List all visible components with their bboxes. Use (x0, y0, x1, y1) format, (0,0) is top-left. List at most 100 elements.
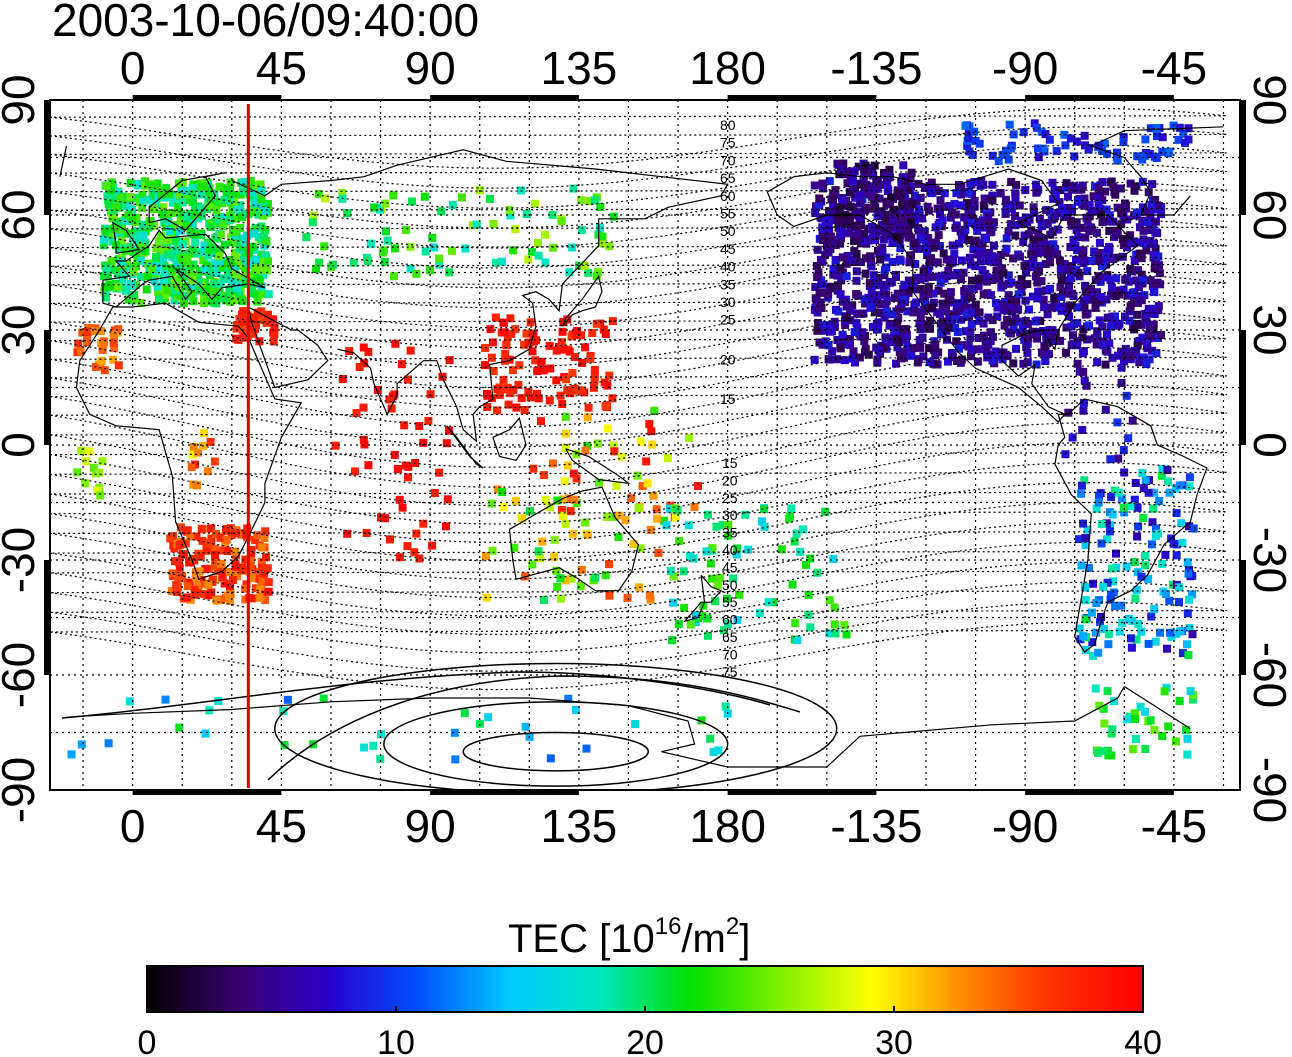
tec-cell (721, 702, 730, 711)
tec-cell (1087, 284, 1095, 293)
tec-cell (181, 526, 190, 535)
bottom-tick-label: 90 (405, 800, 456, 852)
tec-cell (902, 330, 911, 339)
coastlines (59, 126, 1224, 768)
tec-cell (1021, 317, 1030, 326)
tec-cell (213, 215, 222, 224)
tec-cell (898, 173, 907, 182)
tec-cell (893, 233, 902, 242)
tec-cell (854, 233, 863, 242)
tec-cell (130, 295, 139, 304)
tec-cell (1051, 245, 1060, 254)
tec-cell (387, 404, 396, 413)
tec-cell (338, 375, 347, 384)
tec-cell (942, 335, 951, 344)
tec-cell (1101, 360, 1110, 369)
tec-cell (1011, 314, 1020, 323)
tec-cell (67, 750, 76, 759)
tec-cell (537, 357, 546, 366)
tec-cell (777, 545, 786, 554)
tec-cell (897, 299, 906, 308)
tec-cell (1053, 250, 1062, 259)
tec-cell (652, 505, 661, 514)
tec-cell (129, 234, 138, 243)
tec-cell (1104, 630, 1113, 639)
tec-cell (924, 267, 933, 276)
tec-cell (1133, 208, 1141, 217)
tec-cell (249, 204, 258, 213)
tec-cell (390, 450, 399, 459)
tec-cell (969, 245, 978, 254)
tec-cell (84, 323, 93, 332)
tec-cell (488, 546, 497, 555)
tec-cell (215, 182, 224, 191)
tec-cell (242, 530, 251, 539)
tec-cell (916, 343, 925, 352)
tec-cell (1158, 147, 1167, 156)
tec-cell (1046, 258, 1054, 267)
tec-cell (711, 597, 720, 606)
tec-cell (1043, 310, 1052, 319)
tec-cell (996, 189, 1005, 198)
tec-cell (965, 253, 974, 262)
tec-cell (1131, 479, 1140, 487)
tec-cell (1113, 203, 1122, 212)
tec-cell (564, 461, 572, 470)
tec-cell (873, 225, 882, 234)
tec-cell (506, 211, 515, 220)
tec-cell (873, 184, 882, 193)
tec-cell (1019, 128, 1028, 137)
tec-cell (986, 291, 995, 300)
tec-cell (1147, 612, 1156, 621)
tec-cell (1072, 218, 1081, 227)
tec-cell (1094, 184, 1103, 193)
tec-cell (188, 183, 197, 192)
tec-cell (251, 255, 260, 264)
tec-cell (973, 357, 982, 366)
tec-cell (999, 306, 1008, 315)
tec-cell (1132, 635, 1141, 644)
tec-cell (850, 328, 859, 336)
tec-cell (1128, 617, 1137, 625)
tec-cell (1114, 351, 1123, 360)
tec-cell (1078, 250, 1087, 259)
tec-cell (1091, 276, 1100, 285)
tec-cell (1114, 321, 1123, 330)
tec-cell (524, 387, 533, 396)
contour-label: 30 (722, 507, 738, 523)
tec-cell (915, 210, 924, 219)
tec-cell (916, 314, 925, 323)
tec-cell (811, 283, 820, 291)
tec-cell (188, 198, 197, 207)
tec-cell (1155, 269, 1164, 278)
tec-cell (370, 203, 379, 212)
tec-cell (1025, 305, 1033, 314)
tec-cell (390, 272, 398, 281)
tec-cell (1122, 562, 1131, 571)
tec-cell (565, 347, 574, 356)
tec-cell (993, 350, 1002, 359)
tec-cell (733, 616, 742, 624)
tec-cell (879, 235, 888, 244)
tec-cell (195, 286, 204, 295)
tec-cell (1035, 233, 1044, 242)
tec-cell (892, 335, 901, 344)
tec-cell (787, 504, 796, 513)
tec-cell (1079, 406, 1088, 415)
tec-cell (824, 248, 833, 257)
tec-cell (442, 439, 451, 448)
tec-cell (825, 629, 834, 638)
coastline-path (682, 574, 723, 623)
tec-cell (1148, 305, 1157, 314)
tec-cell (1111, 312, 1119, 321)
tec-cell (1035, 214, 1044, 223)
tec-cell (844, 229, 853, 238)
tec-cell (978, 239, 987, 248)
tec-cell (558, 400, 567, 408)
tec-cell (870, 161, 879, 170)
tec-cell (398, 503, 407, 512)
tec-cell (472, 220, 481, 229)
tec-cell (892, 307, 901, 316)
tec-cell (1133, 568, 1142, 577)
tec-cell (1041, 260, 1050, 268)
